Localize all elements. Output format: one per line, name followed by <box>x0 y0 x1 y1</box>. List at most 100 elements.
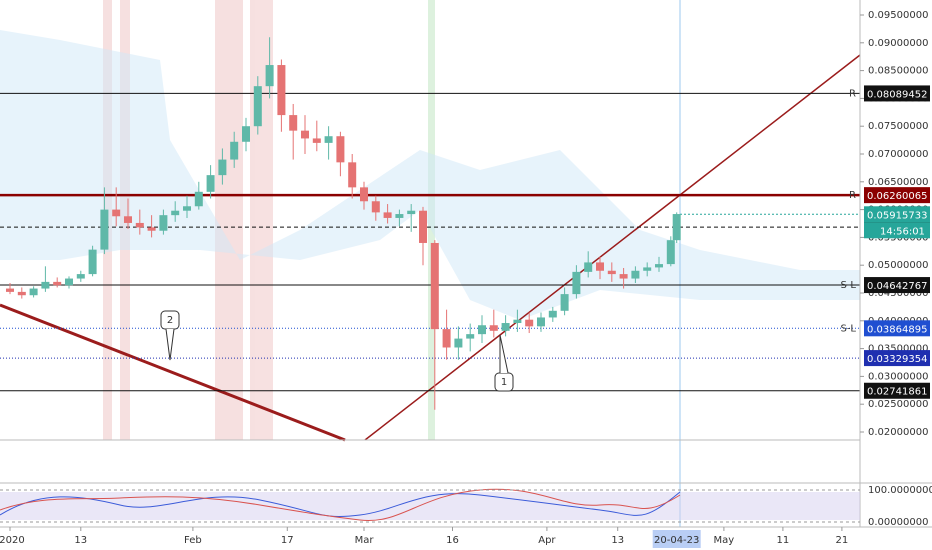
trend-line <box>364 54 861 441</box>
oscillator-line <box>0 491 681 517</box>
candle-body <box>371 201 380 213</box>
candle-body <box>253 86 262 127</box>
countdown-tag: 14:56:01 <box>864 222 930 239</box>
price-tag-label: 0.06260065 <box>867 191 927 202</box>
oscillator-line <box>0 488 681 522</box>
x-tick-label: 11 <box>777 535 790 546</box>
candle-body <box>183 206 191 211</box>
level-name: R <box>849 190 856 201</box>
y-tick-label: 0.07500000 <box>868 121 928 132</box>
annotation: 1 <box>494 334 514 392</box>
countdown-box <box>864 222 930 239</box>
candle-body <box>194 191 203 207</box>
candle-body <box>100 209 109 250</box>
price-tag-box <box>864 320 930 337</box>
y-tick-label: 0.05000000 <box>868 260 928 271</box>
candle-body <box>419 210 427 243</box>
cloud <box>0 30 860 320</box>
candle-body <box>171 210 180 216</box>
candle-body <box>454 338 463 348</box>
candle-body <box>489 325 498 331</box>
candle-body <box>76 274 85 279</box>
price-tag-box <box>864 206 930 223</box>
candle-body <box>560 294 569 311</box>
y-tick-label: 0.04500000 <box>868 288 928 299</box>
candle-body <box>336 136 345 163</box>
x-tick-label: Mar <box>355 535 375 546</box>
candle-body <box>312 138 321 143</box>
candle-body <box>242 126 250 142</box>
candle-body <box>407 210 416 215</box>
price-tag-box <box>864 350 930 367</box>
x-tick-label: May <box>714 535 735 546</box>
candle-body <box>442 329 451 348</box>
candle-body <box>643 267 652 271</box>
osc-tick-label: 100.00000000 <box>868 485 932 496</box>
candle-body <box>41 281 50 289</box>
x-tick-label: 13 <box>74 535 87 546</box>
y-tick-label: 0.09000000 <box>868 38 928 49</box>
x-tick-label: 16 <box>446 535 459 546</box>
candle-body <box>537 317 545 327</box>
y-tick-label: 0.02000000 <box>868 427 928 438</box>
y-tick-label: 0.03000000 <box>868 371 928 382</box>
candle-body <box>348 162 357 188</box>
candle-body <box>631 270 640 279</box>
candle-body <box>124 216 132 223</box>
candle-body <box>655 264 663 268</box>
level-name: S-L <box>840 280 856 291</box>
candle-body <box>466 334 475 339</box>
x-tick-label: Apr <box>538 535 556 546</box>
price-tag: 0.08089452 <box>864 85 930 102</box>
x-tick-label: 17 <box>281 535 294 546</box>
price-tag-label: 0.04642767 <box>867 281 927 292</box>
annotation: 2 <box>160 310 180 361</box>
candle-body <box>147 227 156 231</box>
x-tick-label: 13 <box>611 535 624 546</box>
price-tag-label: 0.03864895 <box>867 324 927 335</box>
price-tag-label: 0.03329354 <box>867 354 927 365</box>
price-tag-label: 0.08089452 <box>867 89 927 100</box>
osc-tick-label: 0.00000000 <box>868 517 928 528</box>
candle-body <box>596 262 604 271</box>
price-tag: 0.06260065 <box>864 187 930 204</box>
candle-body <box>584 262 593 272</box>
candle-body <box>230 141 239 160</box>
candle-body <box>501 323 510 331</box>
candle-body <box>17 291 26 296</box>
candle-body <box>301 130 309 139</box>
candle-body <box>206 175 215 192</box>
cursor-date-label: 20-04-23 <box>654 535 699 546</box>
cursor-date-box <box>652 530 701 548</box>
candle-body <box>65 278 73 286</box>
price-tag: 0.05915733 <box>864 206 930 223</box>
price-tag: 0.04642767 <box>864 277 930 294</box>
level-name: R <box>849 88 856 99</box>
candle-body <box>513 319 522 324</box>
candle-body <box>672 214 681 241</box>
candle-body <box>135 222 144 228</box>
candle-body <box>6 288 14 292</box>
candle-body <box>572 271 581 295</box>
trend-line <box>0 303 346 442</box>
y-tick-label: 0.08500000 <box>868 66 928 77</box>
candle-body <box>277 65 286 116</box>
candle-body <box>548 310 557 318</box>
candle-body <box>525 319 534 327</box>
y-tick-label: 0.03500000 <box>868 344 928 355</box>
candle-body <box>395 214 404 218</box>
x-tick-label: Feb <box>184 535 202 546</box>
y-tick-label: 0.09500000 <box>868 10 928 21</box>
price-tag-box <box>864 277 930 294</box>
candle-body <box>218 159 227 176</box>
price-tag-box <box>864 382 930 399</box>
candle-body <box>619 274 628 279</box>
price-tag-box <box>864 85 930 102</box>
price-tag: 0.02741861 <box>864 382 930 399</box>
annotation-label: 2 <box>167 315 173 326</box>
annotation-label: 1 <box>501 377 507 388</box>
candle-body <box>159 215 168 231</box>
price-tag-box <box>864 187 930 204</box>
countdown-label: 14:56:01 <box>880 226 925 237</box>
